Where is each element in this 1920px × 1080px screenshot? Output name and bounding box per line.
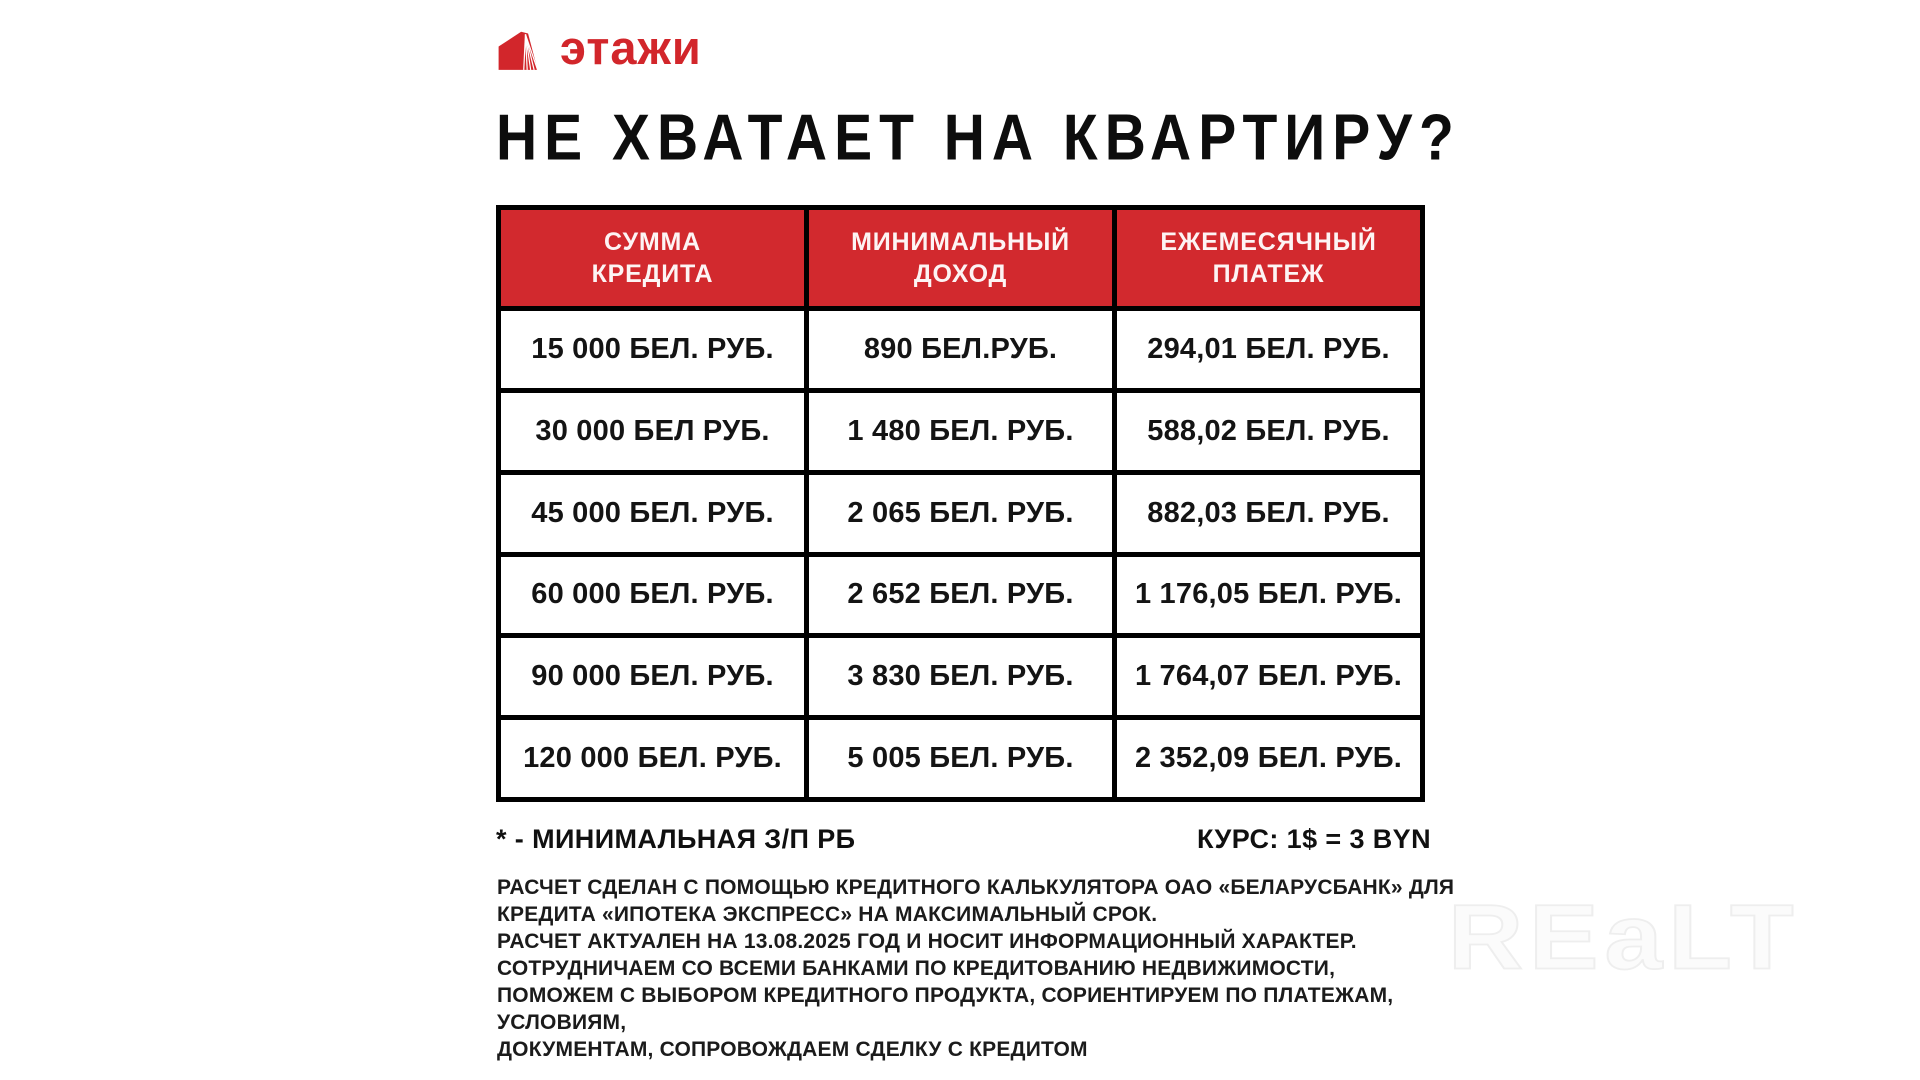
header-line: ДОХОД	[913, 260, 1008, 288]
header-line: ЕЖЕМЕСЯЧНЫЙ	[1160, 227, 1377, 256]
table-header-min-income: МИНИМАЛЬНЫЙ ДОХОД	[809, 210, 1112, 306]
disclaimer-text: РАСЧЕТ СДЕЛАН С ПОМОЩЬЮ КРЕДИТНОГО КАЛЬК…	[497, 874, 1457, 1063]
table-cell: 294,01 БЕЛ. РУБ.	[1117, 311, 1420, 388]
header-line: ПЛАТЕЖ	[1212, 260, 1325, 288]
table-cell: 120 000 БЕЛ. РУБ.	[501, 720, 804, 797]
disclaimer-line: ДОКУМЕНТАМ, СОПРОВОЖДАЕМ СДЕЛКУ С КРЕДИТ…	[497, 1038, 1088, 1061]
notes-row: * - МИНИМАЛЬНАЯ З/П РБ КУРС: 1$ = 3 BYN	[496, 824, 1431, 855]
header-line: КРЕДИТА	[591, 260, 714, 288]
table-cell: 1 480 БЕЛ. РУБ.	[809, 392, 1112, 470]
table-header-credit-sum: СУММА КРЕДИТА	[501, 210, 804, 306]
disclaimer-line: РАСЧЕТ АКТУАЛЕН НА 13.08.2025 ГОД И НОСИ…	[497, 930, 1357, 953]
disclaimer-line: СОТРУДНИЧАЕМ СО ВСЕМИ БАНКАМИ ПО КРЕДИТО…	[497, 957, 1336, 980]
house-stripes-icon	[498, 31, 539, 70]
table-cell: 890 БЕЛ.РУБ.	[809, 311, 1112, 388]
page-title: НЕ ХВАТАЕТ НА КВАРТИРУ?	[496, 101, 1461, 175]
table-cell: 30 000 БЕЛ РУБ.	[501, 392, 804, 470]
table-cell: 2 065 БЕЛ. РУБ.	[809, 474, 1112, 552]
disclaimer-line: УСЛОВИЯМ,	[497, 1011, 627, 1034]
table-cell: 1 764,07 БЕЛ. РУБ.	[1117, 638, 1420, 716]
header-line: СУММА	[604, 227, 701, 256]
exchange-rate-note: КУРС: 1$ = 3 BYN	[1196, 824, 1431, 854]
disclaimer-line: ПОМОЖЕМ С ВЫБОРОМ КРЕДИТНОГО ПРОДУКТА, С…	[497, 984, 1394, 1007]
table-cell: 588,02 БЕЛ. РУБ.	[1117, 392, 1420, 470]
disclaimer-line: РАСЧЕТ СДЕЛАН С ПОМОЩЬЮ КРЕДИТНОГО КАЛЬК…	[497, 876, 1455, 899]
table-cell: 90 000 БЕЛ. РУБ.	[501, 638, 804, 716]
footnote-min-salary: * - МИНИМАЛЬНАЯ З/П РБ	[496, 824, 856, 854]
header-line: МИНИМАЛЬНЫЙ	[851, 227, 1070, 256]
table-cell: 3 830 БЕЛ. РУБ.	[809, 638, 1112, 716]
table-cell: 15 000 БЕЛ. РУБ.	[501, 311, 804, 388]
credit-table: СУММА КРЕДИТА МИНИМАЛЬНЫЙ ДОХОД ЕЖЕМЕСЯЧ…	[496, 205, 1425, 802]
table-cell: 1 176,05 БЕЛ. РУБ.	[1117, 556, 1420, 634]
table-cell: 5 005 БЕЛ. РУБ.	[809, 720, 1112, 797]
realt-watermark: REaLT	[1447, 886, 1800, 989]
logo-wordmark: этажи	[560, 21, 702, 74]
etazhi-logo: этажи	[496, 24, 702, 75]
table-header-monthly-payment: ЕЖЕМЕСЯЧНЫЙ ПЛАТЕЖ	[1117, 210, 1420, 306]
table-cell: 882,03 БЕЛ. РУБ.	[1117, 474, 1420, 552]
table-cell: 2 652 БЕЛ. РУБ.	[809, 556, 1112, 634]
disclaimer-line: КРЕДИТА «ИПОТЕКА ЭКСПРЕСС» НА МАКСИМАЛЬН…	[497, 903, 1158, 926]
table-cell: 2 352,09 БЕЛ. РУБ.	[1117, 720, 1420, 797]
table-cell: 60 000 БЕЛ. РУБ.	[501, 556, 804, 634]
table-cell: 45 000 БЕЛ. РУБ.	[501, 474, 804, 552]
